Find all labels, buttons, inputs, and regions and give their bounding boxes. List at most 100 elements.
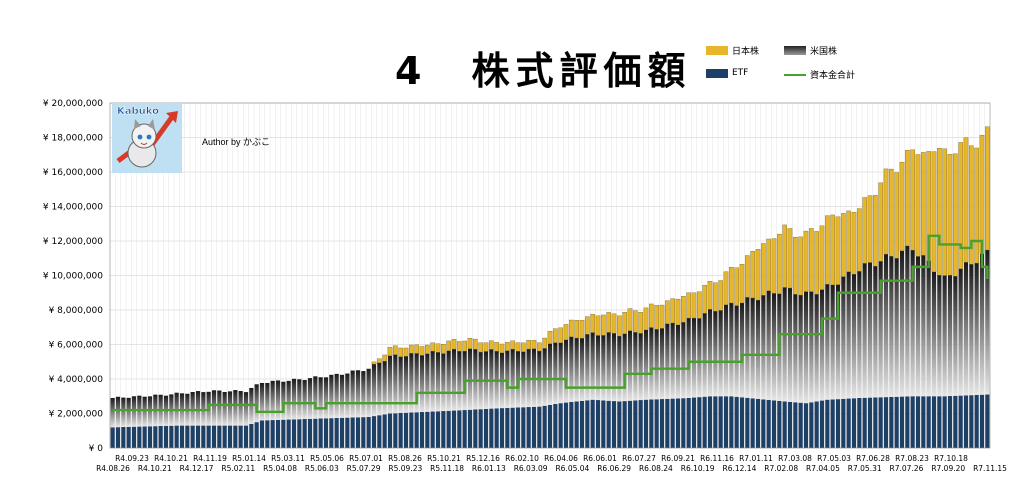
y-tick-label: ¥ 14,000,000: [43, 203, 103, 213]
bar-us: [697, 318, 702, 398]
bar-us: [713, 311, 718, 397]
bar-etf: [675, 398, 681, 448]
x-tick-label-lower: R5.11.18: [430, 464, 464, 473]
bar-etf: [633, 400, 638, 448]
bar-jp: [841, 213, 846, 277]
bar-us: [915, 256, 921, 397]
bar-jp: [974, 147, 979, 264]
bar-us: [921, 255, 926, 397]
bar-etf: [915, 396, 921, 448]
bar-etf: [713, 396, 718, 448]
bar-etf: [329, 418, 334, 448]
capital-line-layer: [112, 234, 989, 413]
bar-etf: [371, 416, 377, 448]
bar-etf: [601, 400, 606, 448]
bar-jp: [505, 342, 510, 351]
bar-us: [297, 379, 302, 420]
bar-jp: [633, 310, 638, 333]
bar-jp: [531, 340, 537, 349]
bar-etf: [921, 396, 926, 448]
bar-jp: [750, 250, 755, 299]
bar-jp: [617, 315, 622, 337]
bar-us: [803, 291, 809, 404]
bar-jp: [606, 312, 611, 333]
bar-jp: [814, 231, 819, 295]
bar-us: [601, 335, 606, 401]
x-tick-label-lower: R6.06.29: [597, 464, 631, 473]
bar-us: [419, 355, 425, 413]
bar-etf: [974, 394, 979, 448]
bar-us: [334, 373, 339, 418]
bar-etf: [393, 413, 398, 448]
bar-us: [606, 332, 611, 401]
bar-jp: [526, 340, 531, 350]
bar-etf: [510, 407, 515, 448]
bar-jp: [755, 249, 761, 301]
bar-us: [563, 339, 569, 403]
bar-etf: [926, 396, 931, 448]
bar-etf: [211, 425, 217, 448]
y-axis-ticks: ¥ 0 ¥ 2,000,000 ¥ 4,000,000 ¥ 6,000,000 ¥ 8,…: [43, 99, 103, 454]
bar-jp: [707, 281, 713, 310]
bar-jp: [457, 341, 462, 352]
bar-etf: [665, 398, 670, 448]
bar-us: [958, 268, 963, 396]
chart-gridlines: [109, 102, 990, 449]
x-tick-label-lower: R6.10.19: [681, 464, 715, 473]
bar-etf: [254, 422, 259, 448]
bar-etf: [339, 417, 345, 448]
bar-etf: [430, 411, 435, 448]
bar-etf: [819, 400, 825, 448]
bar-etf: [595, 400, 601, 448]
x-axis-ticks: R4.09.23 R4.10.21 R4.11.19 R5.01.14 R5.03.11…: [96, 454, 1007, 473]
bar-etf: [537, 406, 542, 448]
x-tick-label-lower: R6.08.24: [639, 464, 673, 473]
bar-us: [323, 377, 329, 419]
bar-us: [659, 328, 665, 400]
bar-us: [291, 378, 297, 420]
bar-etf: [227, 425, 233, 448]
bar-etf: [686, 397, 691, 448]
x-tick-label-upper: R6.11.16: [700, 454, 734, 463]
bar-etf: [985, 394, 990, 448]
bar-etf: [467, 409, 473, 448]
x-tick-label-upper: R6.09.21: [661, 454, 695, 463]
bar-jp: [585, 316, 590, 335]
bar-jp: [595, 315, 601, 336]
bar-jp: [691, 292, 697, 319]
bar-jp: [649, 303, 654, 328]
x-tick-label-upper: R4.09.23: [115, 454, 149, 463]
x-tick-label-upper: R7.03.08: [778, 454, 812, 463]
bar-us: [643, 329, 649, 400]
bar-us: [361, 371, 366, 418]
bar-etf: [169, 425, 174, 448]
bar-etf: [457, 410, 462, 448]
bar-jp: [675, 298, 681, 326]
bar-us: [403, 356, 409, 413]
x-tick-label-lower: R6.03.09: [514, 464, 548, 473]
bar-us: [670, 323, 675, 399]
x-tick-label-upper: R6.07.27: [622, 454, 656, 463]
bar-us: [329, 374, 334, 419]
bar-us: [867, 262, 873, 398]
bar-jp: [771, 238, 777, 294]
bar-us: [345, 373, 350, 418]
bar-jp: [819, 225, 825, 290]
bar-etf: [553, 404, 558, 448]
bar-jp: [569, 319, 574, 338]
bar-jp: [846, 210, 851, 272]
bar-etf: [483, 408, 489, 448]
bar-jp: [563, 324, 569, 341]
bar-us: [787, 288, 793, 402]
bar-us: [371, 364, 377, 417]
bar-etf: [313, 418, 318, 448]
bar-jp: [638, 312, 643, 334]
x-tick-label-upper: R7.01.11: [739, 454, 773, 463]
x-tick-label-upper: R7.06.28: [856, 454, 890, 463]
bar-etf: [963, 395, 969, 448]
bar-jp: [745, 255, 750, 298]
bar-jp: [510, 340, 515, 350]
bar-etf: [643, 399, 649, 448]
bar-us: [254, 384, 259, 423]
plot-frame: [109, 102, 991, 449]
